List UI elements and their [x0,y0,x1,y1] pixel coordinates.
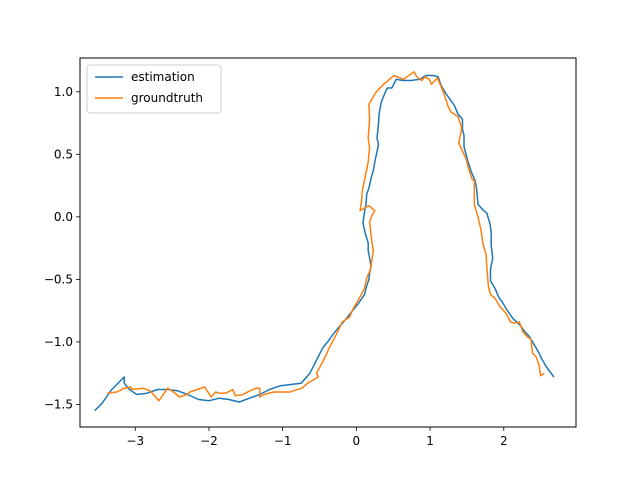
y-axis: −1.5 −1.0 −0.5 0.0 0.5 1.0 [44,85,80,411]
legend: estimation groundtruth [86,64,222,114]
y-tick-label: −1.5 [44,397,73,411]
x-tick-label: 2 [500,434,508,448]
y-tick-label: 0.0 [54,210,73,224]
plot-frame [79,57,577,428]
x-tick-label: −2 [200,434,218,448]
y-tick-label: 0.5 [54,147,73,161]
x-tick-label: 0 [353,434,361,448]
y-tick-label: −1.0 [44,335,73,349]
legend-label-estimation: estimation [131,70,195,84]
y-tick-label: 1.0 [54,85,73,99]
series-line-estimation [94,74,555,412]
x-tick-label: 1 [426,434,434,448]
x-tick-label: −3 [126,434,144,448]
legend-label-groundtruth: groundtruth [131,91,203,105]
series-line-groundtruth [107,71,545,402]
series-layer [94,71,555,412]
y-tick-label: −0.5 [44,272,73,286]
x-axis: −3 −2 −1 0 1 2 [126,427,508,448]
x-tick-label: −1 [274,434,292,448]
